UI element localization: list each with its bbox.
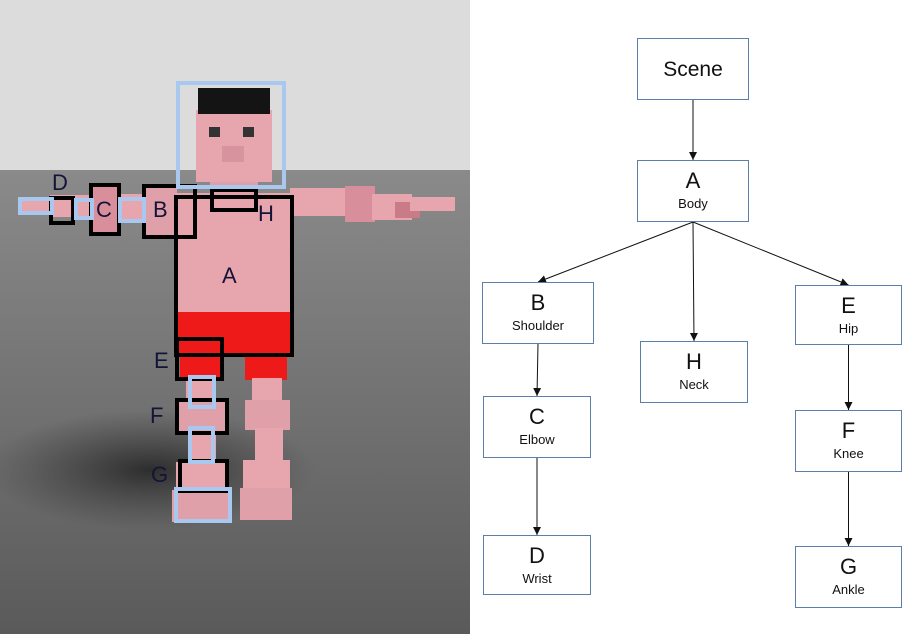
label-E: E: [154, 348, 169, 373]
render-canvas: [0, 0, 470, 634]
tree-node-hip: E Hip: [795, 285, 902, 345]
node-name: Knee: [833, 446, 864, 461]
character-shadow: [0, 410, 315, 530]
label-A: A: [222, 263, 237, 288]
box-A-body: [174, 195, 294, 357]
label-D: D: [52, 170, 68, 195]
label-H: H: [258, 201, 274, 226]
edge-A-to-H: [689, 221, 698, 342]
tree-node-scene: Scene: [637, 38, 749, 100]
node-letter: E: [841, 293, 856, 318]
node-name: Ankle: [832, 582, 865, 597]
tree-node-knee: F Knee: [795, 410, 902, 472]
box-H-neck: [210, 188, 258, 212]
box-head: [176, 81, 286, 189]
joint-boxes: [18, 81, 294, 523]
node-letter: H: [686, 349, 702, 374]
node-letter: A: [685, 168, 701, 193]
box-hand: [18, 197, 54, 215]
tree-node-ankle: G Ankle: [795, 546, 902, 608]
node-letter: D: [529, 543, 545, 568]
label-C: C: [96, 197, 112, 222]
box-forearm: [74, 198, 94, 220]
node-name: Body: [678, 196, 708, 211]
node-letter: Scene: [663, 58, 723, 81]
tree-node-shoulder: B Shoulder: [482, 282, 594, 344]
node-letter: F: [841, 418, 856, 443]
edge-B-to-C: [533, 343, 542, 397]
node-name: Elbow: [519, 432, 555, 447]
label-G: G: [151, 462, 169, 487]
node-name: Hip: [838, 321, 859, 336]
voxel-character: [18, 88, 455, 522]
hierarchy-tree: Scene A Body B Shoulder H Neck E Hip C E…: [470, 0, 910, 634]
character-render: A B C D E F G H: [0, 0, 470, 634]
tree-node-body: A Body: [637, 160, 749, 222]
label-F: F: [150, 403, 164, 428]
node-name: Neck: [679, 377, 709, 392]
node-letter: B: [530, 290, 546, 315]
box-shin: [188, 426, 215, 464]
edge-A-to-E: [692, 221, 849, 286]
box-foot: [174, 487, 232, 523]
box-F-knee: [175, 398, 229, 435]
tree-edges: [533, 100, 853, 546]
node-letter: C: [529, 404, 545, 429]
edge-A-to-B: [537, 221, 694, 283]
box-upper-arm: [118, 197, 146, 223]
tree-node-wrist: D Wrist: [483, 535, 591, 595]
label-B: B: [153, 197, 168, 222]
tree-node-neck: H Neck: [640, 341, 748, 403]
node-name: Shoulder: [511, 318, 565, 333]
node-letter: G: [839, 554, 858, 579]
box-thigh: [188, 375, 216, 409]
tree-node-elbow: C Elbow: [483, 396, 591, 458]
node-name: Wrist: [522, 571, 552, 586]
